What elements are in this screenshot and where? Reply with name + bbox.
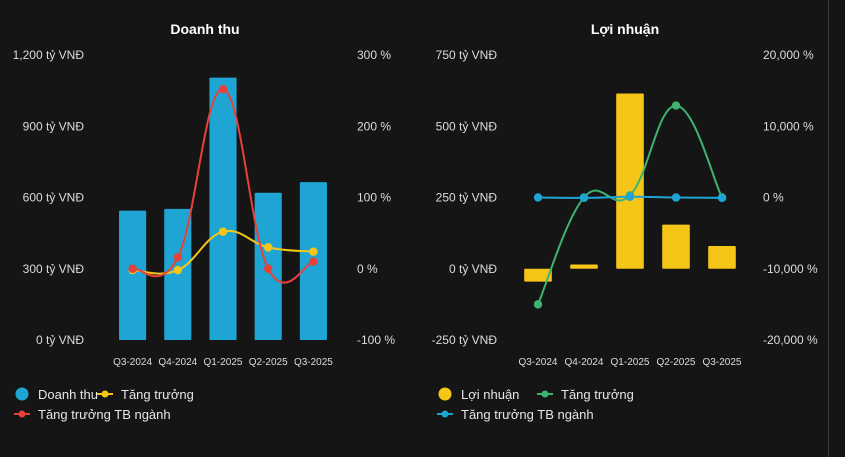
y-right-tick-label: 100 %: [357, 191, 391, 205]
y-left-tick-label: 900 tỷ VNĐ: [23, 119, 85, 133]
y-left-tick-label: 250 tỷ VNĐ: [436, 191, 498, 205]
y-left-tick-label: 0 tỷ VNĐ: [449, 262, 497, 276]
series-point: [671, 193, 681, 202]
y-right-tick-label: -10,000 %: [763, 262, 818, 276]
series-point: [533, 193, 543, 202]
y-left-tick-label: 500 tỷ VNĐ: [436, 119, 498, 133]
series-point: [173, 265, 182, 275]
series-point: [218, 227, 228, 236]
series-point: [625, 192, 635, 201]
legend-marker: [438, 387, 452, 401]
x-tick-label: Q1-2025: [204, 357, 243, 368]
y-left-tick-label: 600 tỷ VNĐ: [23, 191, 85, 205]
legend-item: Tăng trưởng TB ngành: [14, 407, 171, 422]
chart-2: Lợi nhuận 750 tỷ VNĐ 500 tỷ VNĐ 250 tỷ VNĐ 0…: [432, 21, 818, 422]
y-left-tick-label: 750 tỷ VNĐ: [436, 48, 498, 62]
chart-1: Doanh thu 1,200 tỷ VNĐ 900 tỷ VNĐ 600 tỷ VN…: [13, 21, 396, 422]
series-point: [264, 243, 273, 252]
series-point: [717, 193, 727, 203]
legend-label: Tăng trưởng: [121, 387, 194, 402]
series-point: [309, 257, 318, 266]
legend-label: Lợi nhuận: [461, 387, 519, 402]
x-tick-label: Q3-2025: [294, 357, 333, 368]
bar: [662, 224, 690, 269]
series-point: [264, 264, 273, 273]
x-tick-label: Q3-2024: [113, 357, 152, 368]
bar: [616, 93, 644, 269]
x-tick-label: Q2-2025: [249, 357, 288, 368]
bar: [708, 245, 736, 269]
legend-marker: [101, 390, 109, 398]
y-right-tick-label: 20,000 %: [763, 48, 814, 62]
legend-label: Doanh thu: [38, 387, 98, 402]
x-tick-label: Q4-2024: [158, 357, 197, 368]
x-tick-label: Q4-2024: [565, 357, 604, 368]
series-point: [173, 253, 182, 262]
y-right-tick-label: -20,000 %: [763, 333, 818, 347]
y-right-tick-label: 300 %: [357, 48, 391, 62]
y-right-tick-label: 0 %: [763, 191, 784, 205]
y-right-tick-label: -100 %: [357, 333, 395, 347]
bar: [119, 210, 147, 340]
frame-divider: [828, 0, 829, 457]
legend-marker: [18, 410, 26, 418]
x-tick-label: Q3-2025: [703, 357, 742, 368]
legend-marker: [441, 410, 449, 418]
bar: [209, 77, 237, 340]
y-left-tick-label: 1,200 tỷ VNĐ: [13, 48, 85, 62]
y-left-tick-label: 300 tỷ VNĐ: [23, 262, 85, 276]
legend-item: Tăng trưởng: [97, 387, 194, 402]
series-point: [533, 300, 543, 309]
series-point: [309, 247, 318, 256]
chart-title: Lợi nhuận: [591, 21, 659, 37]
x-tick-label: Q2-2025: [657, 357, 696, 368]
legend-label: Tăng trưởng TB ngành: [38, 407, 171, 422]
series-point: [128, 264, 137, 273]
series-point: [579, 193, 589, 203]
y-left-tick-label: 0 tỷ VNĐ: [36, 333, 84, 347]
x-tick-label: Q3-2024: [519, 357, 558, 368]
series-point: [671, 101, 681, 110]
bar: [570, 264, 598, 269]
y-right-tick-label: 10,000 %: [763, 119, 814, 133]
y-right-tick-label: 200 %: [357, 119, 391, 133]
legend-label: Tăng trưởng: [561, 387, 634, 402]
y-left-tick-label: -250 tỷ VNĐ: [432, 333, 498, 347]
series-point: [218, 85, 228, 94]
bar: [524, 268, 552, 282]
legend-marker: [541, 390, 549, 398]
chart-title: Doanh thu: [170, 21, 239, 37]
legend-label: Tăng trưởng TB ngành: [461, 407, 594, 422]
legend-item: Tăng trưởng: [537, 387, 634, 402]
x-tick-label: Q1-2025: [611, 357, 650, 368]
legend-item: Doanh thu: [15, 387, 98, 402]
legend-marker: [15, 387, 29, 401]
y-right-tick-label: 0 %: [357, 262, 378, 276]
legend-item: Lợi nhuận: [438, 387, 519, 402]
legend-item: Tăng trưởng TB ngành: [437, 407, 594, 422]
